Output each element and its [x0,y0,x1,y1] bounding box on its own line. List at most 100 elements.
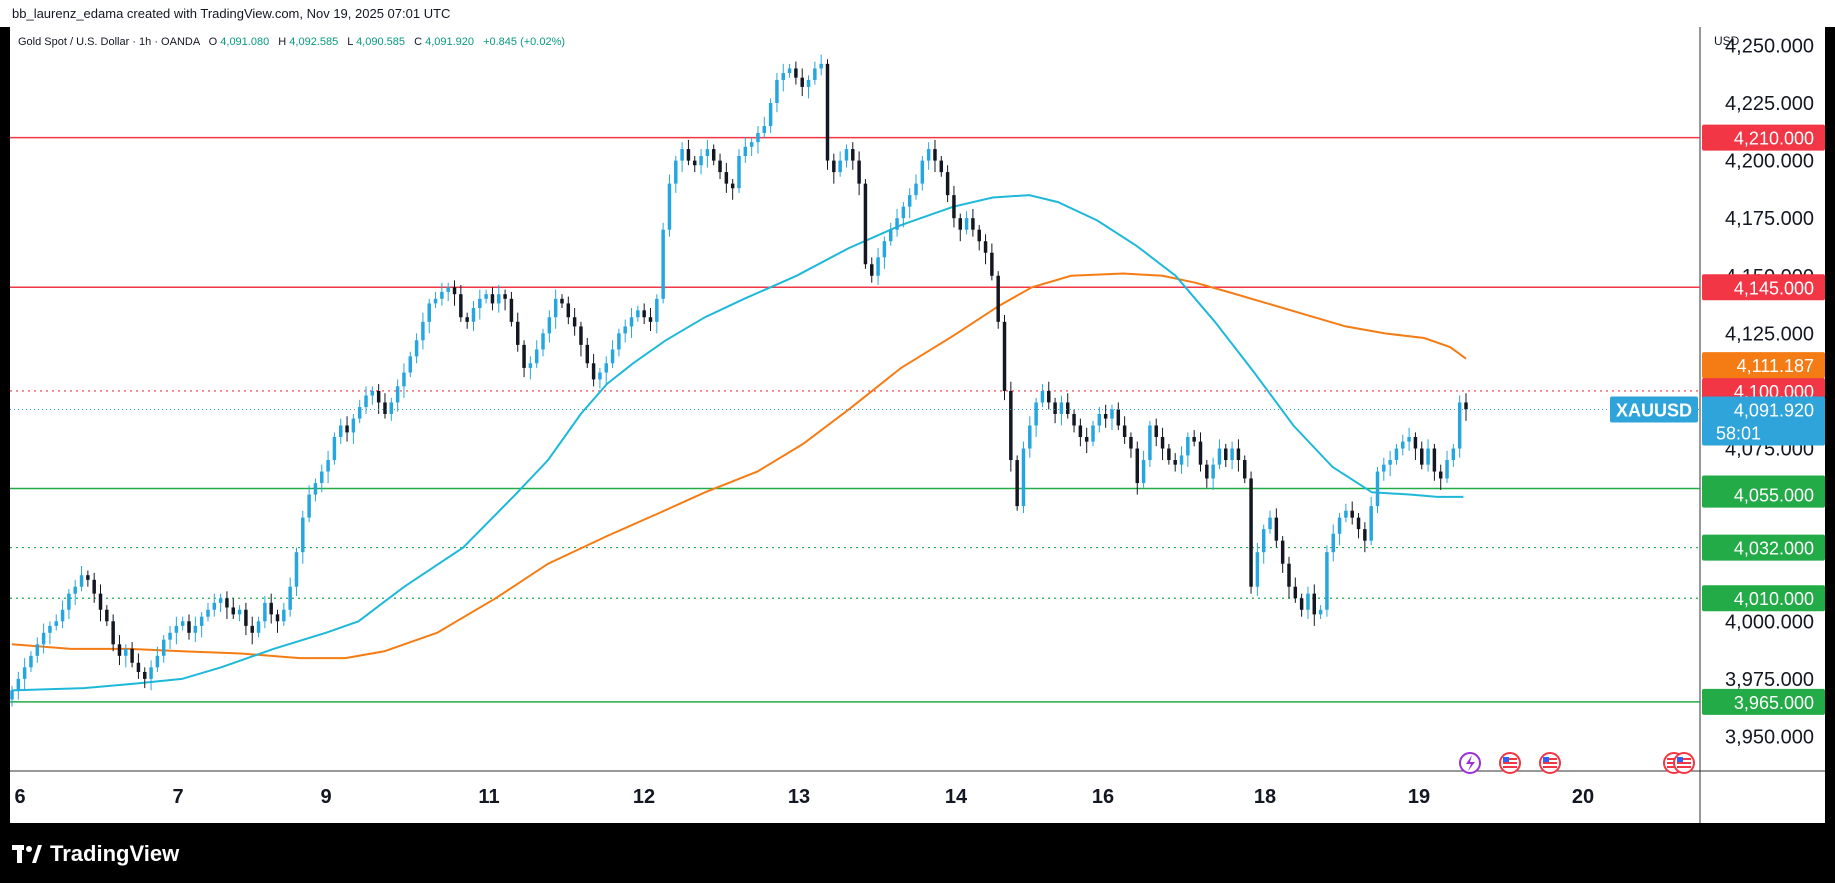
level-price-tag-label: 4,055.000 [1734,486,1814,506]
candle-body [395,386,400,403]
candle-body [1230,448,1234,461]
chart-frame[interactable]: 4,250.0004,225.0004,200.0004,175.0004,15… [10,27,1825,823]
countdown-label: 58:01 [1716,424,1761,444]
top-bar: bb_laurenz_edama created with TradingVie… [0,0,1835,27]
candle-body [560,298,564,304]
attribution-text: bb_laurenz_edama created with TradingVie… [12,6,451,21]
chart-canvas[interactable]: 4,250.0004,225.0004,200.0004,175.0004,15… [10,27,1825,823]
level-price-tag-label: 4,010.000 [1734,589,1814,609]
candle-body [389,402,394,414]
candle-body [98,593,103,610]
x-tick-label: 12 [633,786,655,808]
level-price-tag[interactable] [1702,585,1825,612]
candle-body [174,625,179,633]
candle-body [1375,471,1380,507]
us-flag-event-icon[interactable] [1499,752,1521,774]
candle-body [124,648,128,656]
level-price-tag[interactable] [1702,481,1825,508]
candle-body [149,667,153,679]
y-tick-label: 4,225.000 [1725,93,1814,115]
candle-body [1040,390,1045,403]
candle-body [1268,517,1272,530]
candle-body [187,621,191,633]
level-price-tag[interactable] [1702,124,1825,151]
candle-body [1382,464,1386,472]
candle-body [1325,552,1329,610]
us-flag-event-icon[interactable] [1539,752,1561,774]
candle-body [294,552,299,587]
lightning-event-icon[interactable] [1459,752,1481,774]
candle-body [1192,437,1196,442]
candle-body [1154,425,1158,438]
last-price-label: 4,091.920 [1734,401,1814,421]
candle-body [642,310,646,318]
candle-body [522,344,526,368]
candle-body [1047,390,1051,403]
candle-body [465,317,469,322]
candle-body [275,614,280,622]
us-flag-event-icon[interactable] [1673,752,1695,774]
candle-body [1129,437,1133,449]
candle-body [269,602,273,615]
candle-body [282,609,286,622]
candle-body [882,241,887,258]
candle-body [768,103,773,127]
candle-body [1420,448,1424,465]
candle-body [1394,448,1399,461]
candle-body [370,390,375,396]
candle-body [1255,552,1260,587]
candle-body [528,363,533,368]
candle-body [958,218,962,230]
ma-slow-price-tag[interactable] [1702,352,1825,379]
candle-body [1280,540,1285,564]
level-price-tag[interactable] [1702,688,1825,715]
candle-body [117,644,122,656]
candle-body [48,625,52,633]
level-price-tag[interactable] [1702,274,1825,301]
candle-body [408,356,413,373]
candle-body [964,218,969,230]
candle-body [225,598,229,608]
candle-body [806,79,811,87]
tradingview-logo[interactable]: TradingView [12,841,179,867]
candle-body [781,73,785,80]
legend-h-value: 4,092.585 [289,36,338,48]
candle-body [1084,437,1089,442]
candle-body [244,609,248,626]
candle-body [105,609,109,622]
candle-body [636,310,640,318]
candle-body [572,317,577,327]
candle-body [566,303,571,318]
candle-body [338,425,343,438]
symbol-tag[interactable] [1610,396,1698,423]
candle-body [610,349,615,364]
legend-c-label: C [414,36,422,48]
candle-body [952,195,956,219]
candle-body [1186,437,1190,456]
candle-body [73,586,77,594]
candle-body [1135,448,1140,484]
x-tick-label: 11 [478,786,499,808]
ma-slow-line [11,272,1467,660]
last-price-tag[interactable] [1702,396,1825,446]
candle-body [212,602,217,610]
candle-body [1306,593,1310,610]
candle-body [364,395,368,408]
candle-body [787,68,792,74]
candle-body [591,363,596,380]
candle-body [1287,563,1291,587]
y-tick-label: 3,975.000 [1725,669,1814,691]
candle-body [307,494,311,518]
x-tick-label: 20 [1572,786,1594,808]
candle-body [1021,448,1026,507]
candle-body [199,616,204,626]
x-tick-label: 7 [172,786,183,808]
candle-body [876,257,880,276]
legend-l-label: L [347,36,353,48]
candle-body [629,317,634,327]
candle-body [155,655,160,668]
candle-body [1337,517,1342,534]
level-price-tag[interactable] [1702,534,1825,561]
candle-body [920,160,925,184]
legend-change: +0.845 (+0.02%) [483,36,565,48]
